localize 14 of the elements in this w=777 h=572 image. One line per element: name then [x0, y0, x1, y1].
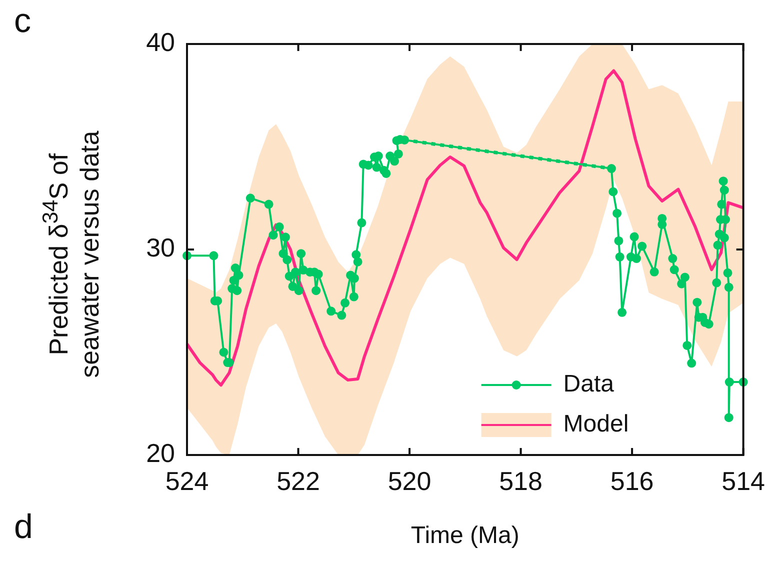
text: d — [14, 508, 33, 547]
x-tick-label: 520 — [388, 466, 432, 496]
text: c — [14, 2, 31, 41]
x-tick-label: 514 — [722, 466, 766, 496]
y-tick-label: 20 — [146, 438, 175, 468]
x-tick-label: 524 — [165, 466, 209, 496]
legend-label: Model — [563, 410, 629, 438]
x-axis-title: Time (Ma) — [410, 522, 520, 550]
x-tick-label: 518 — [499, 466, 542, 496]
y-tick-label: 30 — [146, 232, 175, 263]
legend-label: Data — [563, 370, 615, 398]
x-tick-label: 516 — [610, 466, 654, 496]
x-tick-label: 522 — [276, 466, 320, 496]
y-tick-label: 40 — [146, 27, 175, 58]
